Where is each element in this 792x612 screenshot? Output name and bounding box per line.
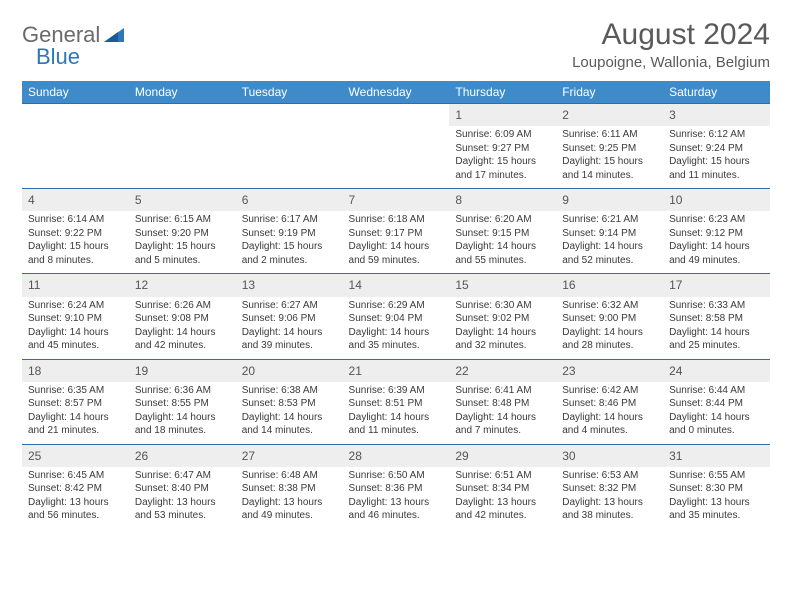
day-number-cell: 13 [236,274,343,297]
day-detail-cell: Sunrise: 6:11 AMSunset: 9:25 PMDaylight:… [556,126,663,189]
day-detail-row: Sunrise: 6:35 AMSunset: 8:57 PMDaylight:… [22,382,770,445]
day-number-cell: 19 [129,359,236,382]
day-header: Monday [129,81,236,104]
day-detail-cell: Sunrise: 6:38 AMSunset: 8:53 PMDaylight:… [236,382,343,445]
day-detail-cell: Sunrise: 6:12 AMSunset: 9:24 PMDaylight:… [663,126,770,189]
day-header-row: SundayMondayTuesdayWednesdayThursdayFrid… [22,81,770,104]
day-detail-cell: Sunrise: 6:47 AMSunset: 8:40 PMDaylight:… [129,467,236,529]
day-detail-cell: Sunrise: 6:33 AMSunset: 8:58 PMDaylight:… [663,297,770,360]
day-header: Friday [556,81,663,104]
day-detail-cell: Sunrise: 6:48 AMSunset: 8:38 PMDaylight:… [236,467,343,529]
day-detail-cell: Sunrise: 6:27 AMSunset: 9:06 PMDaylight:… [236,297,343,360]
day-number-cell: 16 [556,274,663,297]
day-number-cell: 27 [236,444,343,467]
day-detail-row: Sunrise: 6:14 AMSunset: 9:22 PMDaylight:… [22,211,770,274]
day-number-cell: 4 [22,189,129,212]
page-title: August 2024 [572,18,770,52]
day-detail-cell: Sunrise: 6:36 AMSunset: 8:55 PMDaylight:… [129,382,236,445]
day-header: Tuesday [236,81,343,104]
day-detail-cell: Sunrise: 6:09 AMSunset: 9:27 PMDaylight:… [449,126,556,189]
day-detail-cell: Sunrise: 6:39 AMSunset: 8:51 PMDaylight:… [343,382,450,445]
day-number-cell: 7 [343,189,450,212]
day-number-row: 123 [22,104,770,127]
calendar-table: SundayMondayTuesdayWednesdayThursdayFrid… [22,81,770,529]
day-number-cell [129,104,236,127]
day-number-cell: 30 [556,444,663,467]
day-detail-cell: Sunrise: 6:53 AMSunset: 8:32 PMDaylight:… [556,467,663,529]
day-detail-cell [22,126,129,189]
day-header: Saturday [663,81,770,104]
day-detail-cell: Sunrise: 6:23 AMSunset: 9:12 PMDaylight:… [663,211,770,274]
day-number-cell: 29 [449,444,556,467]
day-number-cell: 18 [22,359,129,382]
day-header: Wednesday [343,81,450,104]
day-detail-cell: Sunrise: 6:17 AMSunset: 9:19 PMDaylight:… [236,211,343,274]
day-number-cell: 21 [343,359,450,382]
day-detail-cell: Sunrise: 6:15 AMSunset: 9:20 PMDaylight:… [129,211,236,274]
day-detail-row: Sunrise: 6:45 AMSunset: 8:42 PMDaylight:… [22,467,770,529]
day-detail-cell: Sunrise: 6:44 AMSunset: 8:44 PMDaylight:… [663,382,770,445]
day-detail-cell: Sunrise: 6:35 AMSunset: 8:57 PMDaylight:… [22,382,129,445]
day-detail-cell: Sunrise: 6:30 AMSunset: 9:02 PMDaylight:… [449,297,556,360]
page-subtitle: Loupoigne, Wallonia, Belgium [572,54,770,71]
day-detail-cell [129,126,236,189]
day-number-cell: 26 [129,444,236,467]
day-number-cell: 28 [343,444,450,467]
day-number-cell: 10 [663,189,770,212]
day-number-cell: 2 [556,104,663,127]
day-number-cell: 11 [22,274,129,297]
title-block: August 2024 Loupoigne, Wallonia, Belgium [572,18,770,71]
day-number-cell [236,104,343,127]
day-number-cell: 17 [663,274,770,297]
day-number-cell: 6 [236,189,343,212]
day-detail-cell: Sunrise: 6:20 AMSunset: 9:15 PMDaylight:… [449,211,556,274]
day-number-cell: 14 [343,274,450,297]
day-number-cell [343,104,450,127]
day-header: Thursday [449,81,556,104]
day-number-row: 18192021222324 [22,359,770,382]
day-detail-cell: Sunrise: 6:24 AMSunset: 9:10 PMDaylight:… [22,297,129,360]
day-detail-cell: Sunrise: 6:26 AMSunset: 9:08 PMDaylight:… [129,297,236,360]
day-number-cell: 25 [22,444,129,467]
day-detail-cell: Sunrise: 6:14 AMSunset: 9:22 PMDaylight:… [22,211,129,274]
day-number-row: 25262728293031 [22,444,770,467]
day-number-row: 45678910 [22,189,770,212]
day-number-row: 11121314151617 [22,274,770,297]
day-detail-cell [236,126,343,189]
day-number-cell: 20 [236,359,343,382]
day-detail-cell: Sunrise: 6:42 AMSunset: 8:46 PMDaylight:… [556,382,663,445]
day-detail-cell: Sunrise: 6:29 AMSunset: 9:04 PMDaylight:… [343,297,450,360]
day-number-cell: 5 [129,189,236,212]
day-number-cell: 3 [663,104,770,127]
day-number-cell: 31 [663,444,770,467]
day-number-cell: 9 [556,189,663,212]
header: General August 2024 Loupoigne, Wallonia,… [22,18,770,71]
day-detail-cell: Sunrise: 6:32 AMSunset: 9:00 PMDaylight:… [556,297,663,360]
day-number-cell: 1 [449,104,556,127]
day-number-cell: 15 [449,274,556,297]
day-detail-cell: Sunrise: 6:18 AMSunset: 9:17 PMDaylight:… [343,211,450,274]
logo-triangle-icon [104,22,124,48]
day-detail-cell: Sunrise: 6:51 AMSunset: 8:34 PMDaylight:… [449,467,556,529]
day-detail-row: Sunrise: 6:24 AMSunset: 9:10 PMDaylight:… [22,297,770,360]
day-detail-cell: Sunrise: 6:50 AMSunset: 8:36 PMDaylight:… [343,467,450,529]
day-detail-cell [343,126,450,189]
day-number-cell: 23 [556,359,663,382]
day-header: Sunday [22,81,129,104]
day-detail-cell: Sunrise: 6:21 AMSunset: 9:14 PMDaylight:… [556,211,663,274]
day-number-cell: 24 [663,359,770,382]
day-number-cell [22,104,129,127]
day-number-cell: 22 [449,359,556,382]
day-detail-cell: Sunrise: 6:41 AMSunset: 8:48 PMDaylight:… [449,382,556,445]
day-detail-cell: Sunrise: 6:55 AMSunset: 8:30 PMDaylight:… [663,467,770,529]
day-number-cell: 8 [449,189,556,212]
day-number-cell: 12 [129,274,236,297]
day-detail-row: Sunrise: 6:09 AMSunset: 9:27 PMDaylight:… [22,126,770,189]
logo-text-blue: Blue [36,44,80,70]
day-detail-cell: Sunrise: 6:45 AMSunset: 8:42 PMDaylight:… [22,467,129,529]
